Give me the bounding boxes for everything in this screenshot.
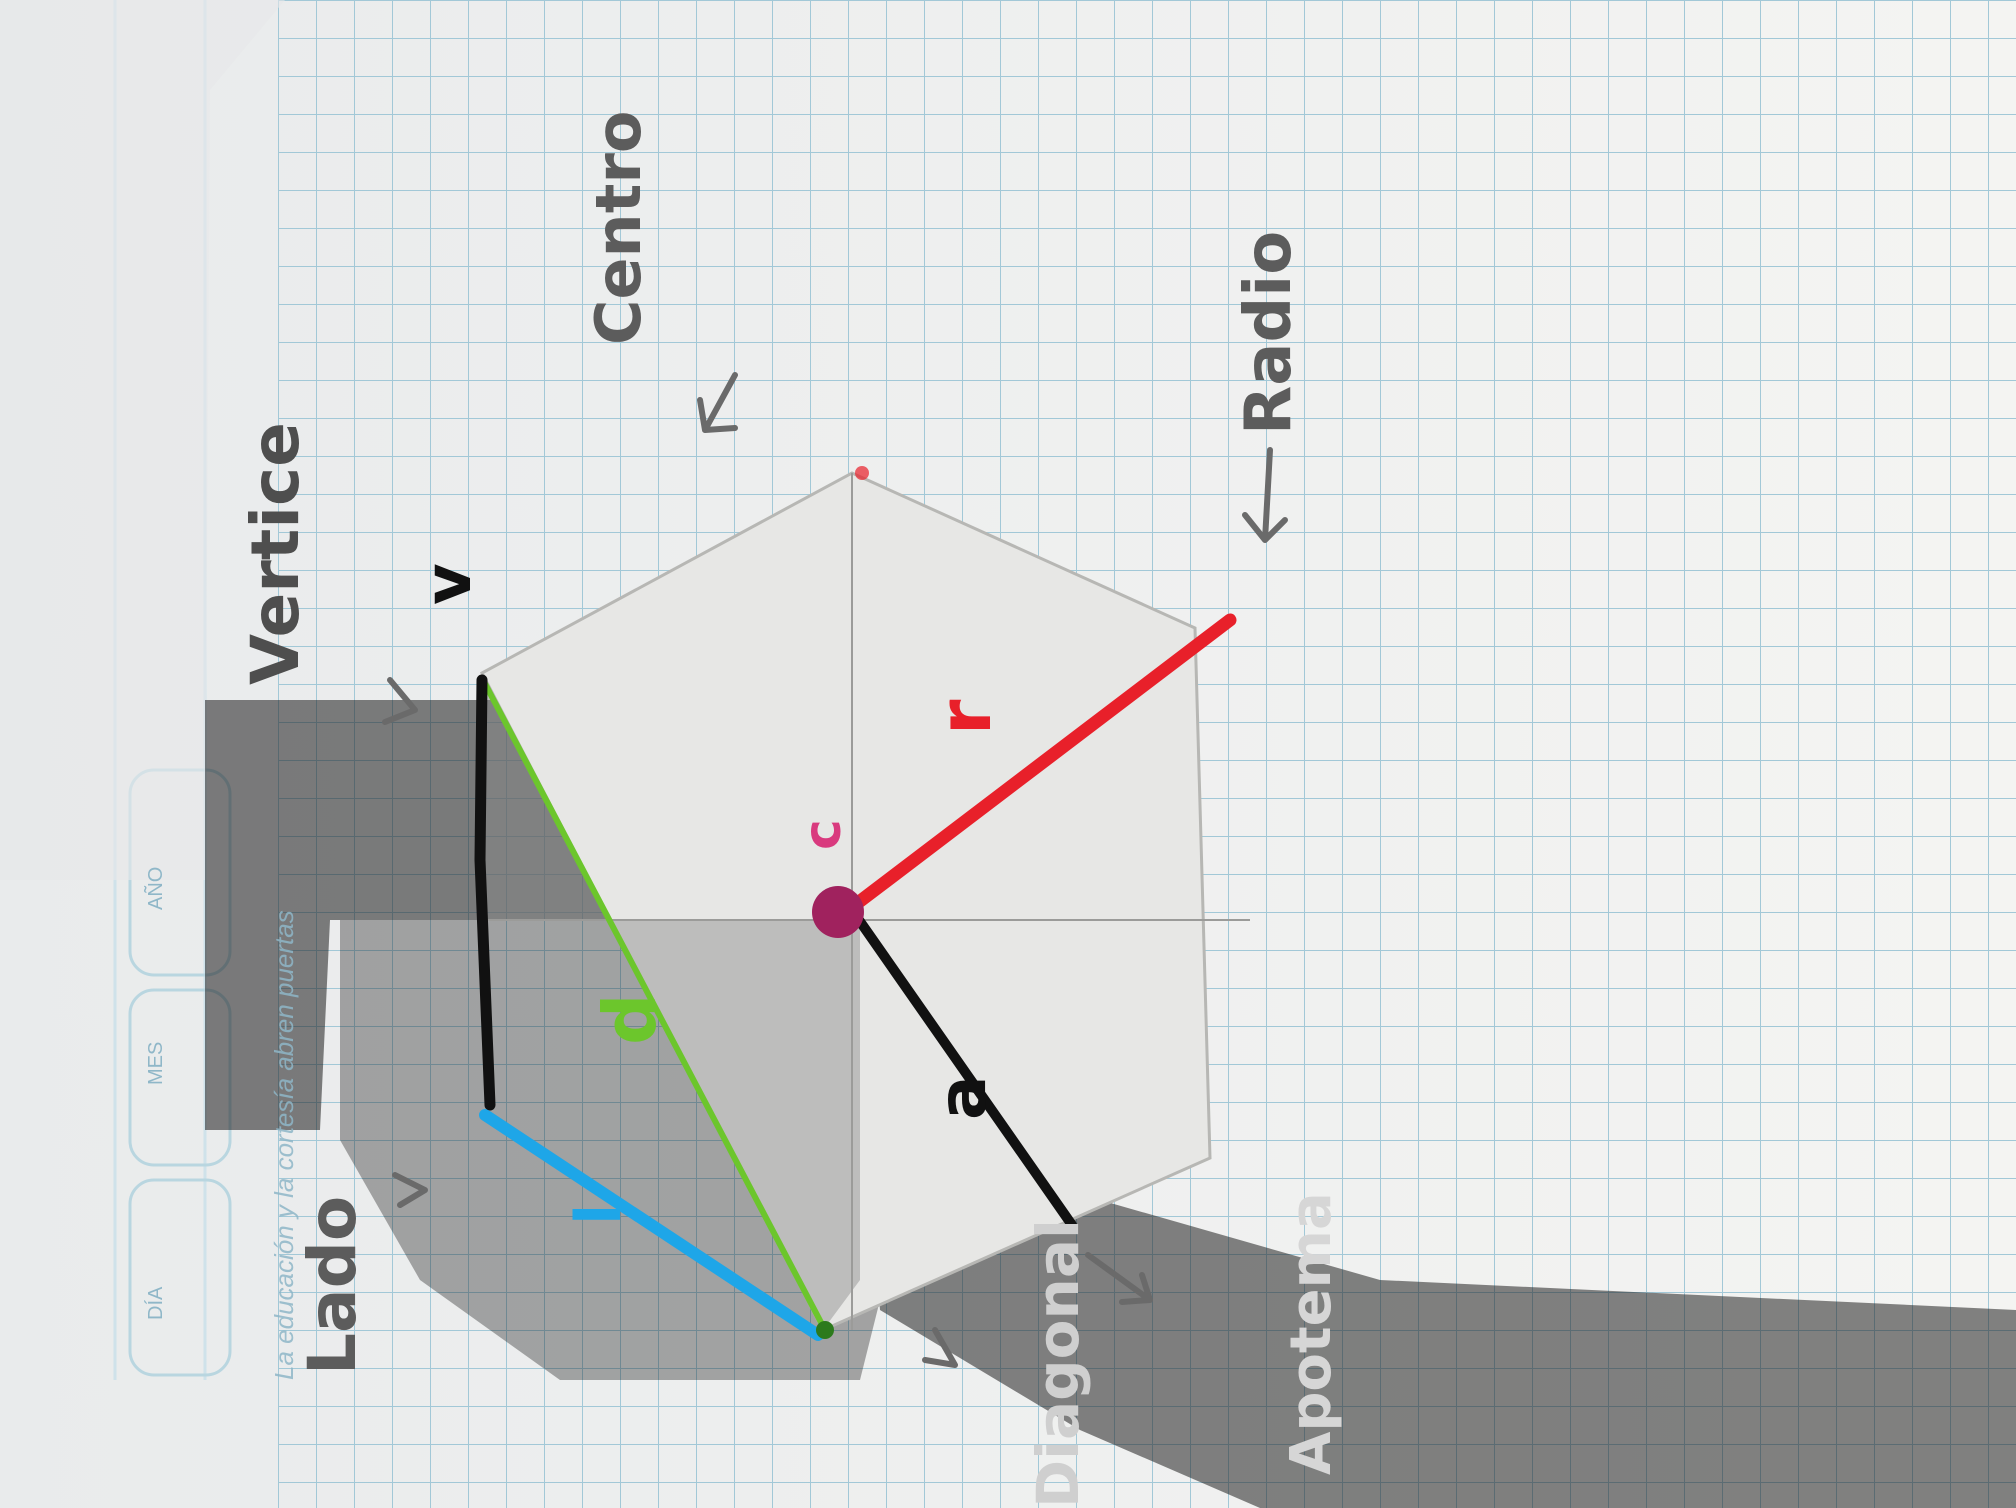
- letter-l: l: [562, 1204, 635, 1225]
- red-vertex-dot: [855, 466, 869, 480]
- label-mes: MES: [145, 1042, 167, 1085]
- label-lado: Lado: [294, 1196, 371, 1375]
- shadow-bottom: [860, 1060, 2016, 1508]
- side-segment: [479, 1109, 824, 1341]
- label-vertice: Vertice: [237, 422, 314, 685]
- center-dot: [812, 886, 864, 938]
- printed-caption: La educación y la cortesía abren puertas: [269, 910, 299, 1380]
- letter-c: c: [793, 819, 853, 850]
- label-apotema: Apotema: [1279, 1192, 1344, 1475]
- pentagon-shadowed: [482, 673, 860, 1330]
- apothem-segment: [847, 905, 1077, 1230]
- left-side-marker: [474, 674, 496, 1111]
- arrow-icon: [382, 372, 1288, 1368]
- label-ano: AÑO: [143, 867, 167, 910]
- label-radio: Radio: [1232, 231, 1306, 435]
- letter-d: d: [588, 993, 672, 1045]
- label-diagonal: Diagonal: [1024, 1219, 1092, 1508]
- letter-r: r: [923, 699, 1007, 735]
- letter-v: v: [412, 563, 486, 605]
- diagonal-segment: [479, 675, 828, 1333]
- green-vertex-dot: [816, 1321, 834, 1339]
- label-centro: Centro: [582, 111, 655, 346]
- radius-segment: [848, 613, 1237, 912]
- letter-a: a: [924, 1075, 1001, 1120]
- shadow-top: [0, 0, 285, 880]
- label-dia: DÍA: [144, 1286, 167, 1320]
